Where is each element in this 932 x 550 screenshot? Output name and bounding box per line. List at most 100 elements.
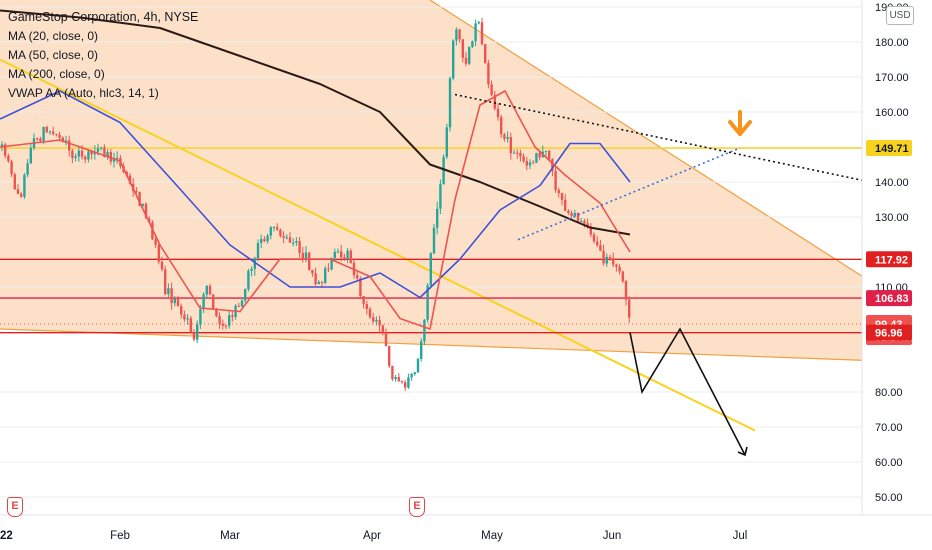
black-dotted-trendline [454, 93, 863, 182]
candle-body [378, 319, 381, 326]
candle-body [253, 258, 256, 269]
candle-body [228, 315, 231, 326]
candle-body [362, 295, 365, 304]
candle-body [400, 381, 404, 383]
price-tick-label: 70.00 [875, 422, 903, 434]
candle-body [391, 365, 394, 380]
candle-body [573, 213, 576, 216]
projection-path [629, 327, 746, 456]
candle-body [292, 242, 295, 244]
candle-body [359, 278, 362, 296]
candle-body [224, 325, 228, 327]
candle-body [618, 266, 621, 272]
ma200-line [0, 9, 631, 236]
candle-body [141, 203, 144, 206]
candle-body [503, 134, 506, 139]
candle-body [320, 281, 324, 284]
candle-body [256, 242, 260, 259]
candle-body [279, 229, 282, 237]
price-tick-label: 180.00 [875, 37, 909, 49]
price-axis-bg [862, 0, 932, 550]
price-badge-149[interactable]: 149.71 [875, 143, 909, 155]
candle-body [576, 213, 580, 222]
candle-body [420, 341, 423, 359]
candle-body [397, 377, 400, 382]
candle-body [372, 317, 375, 322]
candle-body [173, 298, 176, 304]
candle-body [26, 163, 29, 175]
candle-body [160, 261, 164, 270]
candle-body [423, 319, 426, 342]
candle-body [87, 151, 90, 160]
candle-body [538, 153, 541, 158]
candle-body [154, 239, 157, 245]
time-tick-label: Mar [220, 530, 240, 542]
candle-body [596, 241, 599, 246]
candle-body [567, 210, 570, 213]
price-badge-106[interactable]: 106.83 [875, 293, 909, 305]
chart-legend: GameStop Corporation, 4h, NYSE MA (20, c… [8, 8, 198, 103]
candle-body [490, 84, 493, 95]
ma20-line [0, 90, 631, 330]
candle-body [404, 382, 407, 388]
candle-body [58, 134, 61, 138]
candle-body [138, 191, 141, 206]
legend-title[interactable]: GameStop Corporation, 4h, NYSE [8, 10, 199, 24]
candle-body [311, 269, 314, 274]
price-tick-label: 130.00 [875, 212, 909, 224]
candle-body [10, 161, 13, 175]
candle-body [116, 157, 119, 159]
candle-body [330, 257, 333, 270]
price-tick-label: 50.00 [875, 492, 903, 504]
earnings-marker-icon[interactable]: E [409, 497, 425, 517]
candle-body [324, 268, 327, 284]
time-axis[interactable]: 2022 Feb Mar Apr May Jun Jul [0, 514, 932, 550]
legend-ma20[interactable]: MA (20, close, 0) [8, 29, 99, 43]
candle-body [474, 23, 477, 42]
price-badge-117[interactable]: 117.92 [875, 254, 908, 266]
candle-body [103, 147, 106, 157]
candle-body [205, 285, 208, 295]
candle-body [458, 29, 461, 40]
candle-body [442, 157, 445, 185]
candle-body [336, 251, 340, 253]
candle-body [80, 150, 84, 157]
annotations [454, 93, 863, 457]
candle-body [90, 151, 93, 155]
candle-body [394, 377, 397, 380]
blue-dotted-trendline [517, 147, 741, 241]
candle-body [48, 131, 52, 133]
candle-body [429, 253, 432, 286]
candle-body [212, 294, 215, 310]
legend-ma200[interactable]: MA (200, close, 0) [8, 67, 105, 81]
candle-body [333, 251, 336, 258]
candle-body [439, 184, 442, 209]
legend-vwap[interactable]: VWAP AA (Auto, hlc3, 14, 1) [8, 86, 159, 100]
legend-ma50[interactable]: MA (50, close, 0) [8, 48, 99, 62]
ma50-line [0, 90, 631, 299]
candle-body [452, 40, 455, 79]
yellow-trendline [0, 58, 756, 432]
price-badge-96[interactable]: 96.96 [875, 328, 903, 340]
channel-upper-edge [429, 0, 869, 281]
candle-body [71, 150, 74, 158]
channel-fill [0, 0, 869, 362]
candle-body [157, 244, 160, 262]
candle-body [240, 300, 244, 307]
candle-body [135, 190, 138, 192]
candle-body [564, 199, 567, 211]
candle-body [624, 281, 628, 300]
candle-body [170, 288, 173, 304]
candle-body [314, 273, 317, 285]
candle-body [506, 137, 509, 139]
earnings-marker-icon[interactable]: E [7, 497, 23, 517]
price-axis[interactable]: 50.0060.0070.0080.00110.00130.00140.0016… [861, 0, 932, 550]
candle-body [375, 319, 378, 322]
candle-body [186, 318, 189, 320]
candle-body [0, 144, 4, 147]
candle-body [628, 299, 631, 318]
price-badge-117-bg [866, 251, 912, 268]
currency-badge[interactable]: USD [886, 6, 914, 25]
time-tick-label: May [481, 530, 503, 542]
